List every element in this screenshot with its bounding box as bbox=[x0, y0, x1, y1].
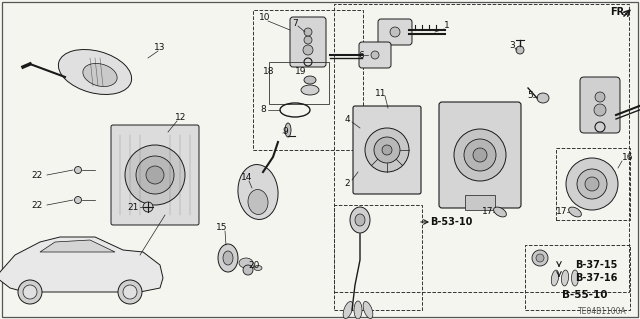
Ellipse shape bbox=[566, 158, 618, 210]
Ellipse shape bbox=[304, 76, 316, 84]
Text: 17: 17 bbox=[556, 207, 568, 217]
Text: TE04B1100A: TE04B1100A bbox=[578, 307, 627, 315]
Bar bbox=[334, 4, 629, 292]
Text: 19: 19 bbox=[295, 68, 307, 77]
Text: 16: 16 bbox=[622, 153, 634, 162]
Ellipse shape bbox=[568, 207, 581, 217]
Ellipse shape bbox=[146, 166, 164, 184]
Ellipse shape bbox=[301, 85, 319, 95]
Ellipse shape bbox=[223, 251, 233, 265]
Ellipse shape bbox=[218, 244, 238, 272]
Text: FR.: FR. bbox=[610, 7, 628, 17]
Ellipse shape bbox=[382, 145, 392, 155]
Bar bbox=[525, 245, 630, 310]
Ellipse shape bbox=[577, 169, 607, 199]
Text: 9: 9 bbox=[282, 128, 288, 137]
Text: B-37-15: B-37-15 bbox=[575, 260, 618, 270]
Circle shape bbox=[390, 27, 400, 37]
Ellipse shape bbox=[239, 258, 253, 268]
Text: 3: 3 bbox=[509, 41, 515, 50]
Text: 6: 6 bbox=[358, 50, 364, 60]
Bar bbox=[465, 195, 495, 210]
Ellipse shape bbox=[464, 139, 496, 171]
Ellipse shape bbox=[136, 156, 174, 194]
Circle shape bbox=[594, 104, 606, 116]
Circle shape bbox=[371, 51, 379, 59]
Text: 20: 20 bbox=[248, 261, 260, 270]
Ellipse shape bbox=[125, 145, 185, 205]
Bar bbox=[253, 10, 363, 150]
Ellipse shape bbox=[551, 270, 559, 286]
FancyBboxPatch shape bbox=[111, 125, 199, 225]
Bar bbox=[334, 205, 422, 310]
Polygon shape bbox=[0, 237, 163, 292]
Ellipse shape bbox=[254, 265, 262, 271]
Ellipse shape bbox=[58, 49, 132, 94]
Circle shape bbox=[303, 45, 313, 55]
Circle shape bbox=[595, 92, 605, 102]
Bar bbox=[556, 148, 630, 220]
Circle shape bbox=[516, 46, 524, 54]
Text: 17: 17 bbox=[483, 207, 493, 217]
Text: 11: 11 bbox=[375, 88, 387, 98]
FancyBboxPatch shape bbox=[290, 17, 326, 67]
Ellipse shape bbox=[343, 301, 353, 319]
Ellipse shape bbox=[118, 280, 142, 304]
Text: 5: 5 bbox=[527, 92, 533, 100]
Text: 12: 12 bbox=[175, 114, 187, 122]
Ellipse shape bbox=[355, 214, 365, 226]
Circle shape bbox=[143, 202, 153, 212]
Ellipse shape bbox=[354, 301, 362, 319]
Ellipse shape bbox=[83, 63, 117, 86]
Ellipse shape bbox=[493, 207, 506, 217]
Text: 22: 22 bbox=[31, 170, 43, 180]
Ellipse shape bbox=[454, 129, 506, 181]
Ellipse shape bbox=[572, 270, 579, 286]
Circle shape bbox=[74, 167, 81, 174]
Ellipse shape bbox=[363, 301, 373, 319]
Text: 7: 7 bbox=[292, 19, 298, 27]
Text: 4: 4 bbox=[344, 115, 350, 124]
Ellipse shape bbox=[350, 207, 370, 233]
Ellipse shape bbox=[285, 123, 291, 137]
Ellipse shape bbox=[18, 280, 42, 304]
Circle shape bbox=[74, 197, 81, 204]
Text: 1: 1 bbox=[444, 21, 450, 31]
Ellipse shape bbox=[123, 285, 137, 299]
Bar bbox=[269, 62, 329, 104]
Ellipse shape bbox=[365, 128, 409, 172]
Text: 21: 21 bbox=[127, 203, 139, 211]
Text: 2: 2 bbox=[344, 179, 350, 188]
Text: B-53-10: B-53-10 bbox=[430, 217, 472, 227]
Ellipse shape bbox=[374, 137, 400, 163]
Ellipse shape bbox=[238, 165, 278, 219]
Ellipse shape bbox=[23, 285, 37, 299]
FancyBboxPatch shape bbox=[439, 102, 521, 208]
Circle shape bbox=[532, 250, 548, 266]
Circle shape bbox=[304, 36, 312, 44]
Text: B-37-16: B-37-16 bbox=[575, 273, 618, 283]
Text: 14: 14 bbox=[241, 174, 253, 182]
Circle shape bbox=[536, 254, 544, 262]
Text: 18: 18 bbox=[263, 68, 275, 77]
Circle shape bbox=[304, 28, 312, 36]
Text: 8: 8 bbox=[260, 106, 266, 115]
FancyBboxPatch shape bbox=[378, 19, 412, 45]
Text: B-55-10: B-55-10 bbox=[562, 290, 607, 300]
Text: 22: 22 bbox=[31, 201, 43, 210]
FancyBboxPatch shape bbox=[353, 106, 421, 194]
Polygon shape bbox=[40, 240, 115, 252]
Text: 10: 10 bbox=[259, 13, 271, 23]
Text: 15: 15 bbox=[216, 224, 228, 233]
FancyBboxPatch shape bbox=[359, 42, 391, 68]
Text: 13: 13 bbox=[154, 43, 166, 53]
Ellipse shape bbox=[561, 270, 568, 286]
Ellipse shape bbox=[248, 189, 268, 214]
Circle shape bbox=[243, 265, 253, 275]
Ellipse shape bbox=[585, 177, 599, 191]
Ellipse shape bbox=[473, 148, 487, 162]
FancyBboxPatch shape bbox=[580, 77, 620, 133]
Ellipse shape bbox=[537, 93, 549, 103]
